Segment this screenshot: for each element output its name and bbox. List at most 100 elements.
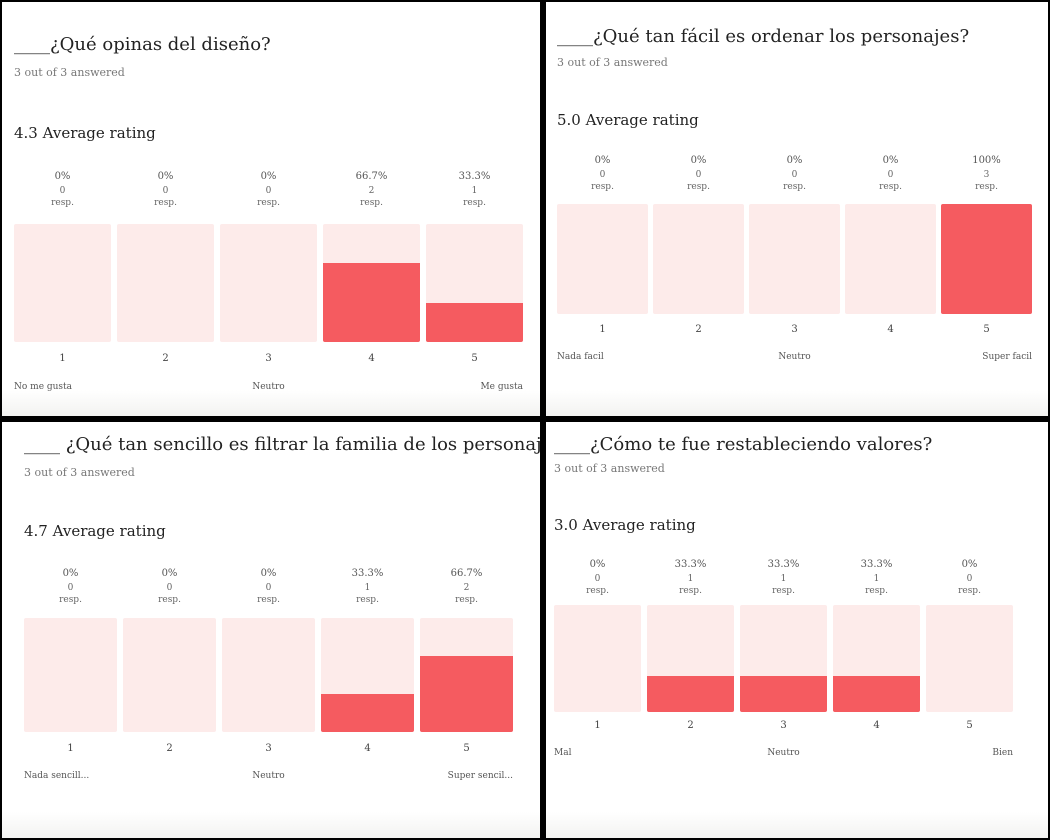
rating-panel-diseno: ____¿Qué opinas del diseño? 3 out of 3 an… [2, 2, 540, 416]
rating-panel-filtrar: ____ ¿Qué tan sencillo es filtrar la fam… [2, 422, 540, 838]
answered-count: 3 out of 3 answered [557, 56, 668, 69]
bar-resp-label: resp. [783, 182, 806, 192]
bar-percent-label: 0% [961, 559, 978, 570]
category-label: 2 [166, 743, 173, 754]
bar-resp-label: resp. [455, 595, 478, 605]
bar-track [222, 618, 315, 732]
average-rating: 3.0 Average rating [554, 516, 696, 534]
bar-resp-label: resp. [879, 182, 902, 192]
category-label: 1 [59, 353, 66, 364]
category-label: 5 [471, 353, 478, 364]
bar-count-label: 0 [265, 186, 272, 196]
bar-count-label: 1 [687, 574, 694, 584]
bar [321, 694, 414, 732]
category-label: 1 [67, 743, 74, 754]
bar-count-label: 1 [873, 574, 880, 584]
scale-high-label: Super sencil... [447, 771, 513, 781]
bar-percent-label: 0% [594, 155, 611, 166]
rating-column: 0% 0 resp. 1 [557, 155, 648, 340]
bar-percent-label: 66.7% [355, 171, 388, 182]
rating-panel-restablecer: ____¿Cómo te fue restableciendo valores?… [546, 422, 1048, 838]
category-label: 4 [364, 743, 371, 754]
category-label: 4 [873, 720, 880, 731]
scale-high-label: Me gusta [480, 382, 523, 392]
bar-percent-label: 0% [62, 568, 79, 579]
bar [647, 676, 734, 712]
bar [420, 655, 513, 732]
rating-column: 0% 0 resp. 5 [926, 559, 1013, 736]
category-label: 1 [594, 720, 601, 731]
bar-track [557, 204, 648, 314]
scale-mid-label: Neutro [767, 748, 800, 758]
bar-percent-label: 0% [882, 155, 899, 166]
bar-count-label: 0 [594, 574, 601, 584]
answered-count: 3 out of 3 answered [24, 466, 135, 479]
rating-column: 0% 0 resp. 3 [222, 568, 315, 759]
bar-percent-label: 0% [690, 155, 707, 166]
bar-count-label: 0 [599, 170, 606, 180]
bar-count-label: 1 [364, 583, 371, 593]
bar-track [220, 224, 317, 342]
bar-count-label: 0 [59, 186, 66, 196]
category-label: 2 [162, 353, 169, 364]
bar-resp-label: resp. [586, 586, 609, 596]
bar-resp-label: resp. [257, 198, 280, 208]
bar-track [749, 204, 840, 314]
bar-percent-label: 0% [260, 568, 277, 579]
category-label: 3 [265, 743, 272, 754]
bar-count-label: 0 [791, 170, 798, 180]
bar-resp-label: resp. [158, 595, 181, 605]
bar-resp-label: resp. [360, 198, 383, 208]
rating-column: 0% 0 resp. 4 [845, 155, 936, 340]
question-title: ____¿Qué tan fácil es ordenar los person… [557, 26, 970, 47]
question-title: ____ ¿Qué tan sencillo es filtrar la fam… [24, 434, 540, 455]
bar-track [554, 605, 641, 712]
bar-track [426, 224, 523, 342]
category-label: 3 [791, 324, 798, 335]
bar-track [653, 204, 744, 314]
bar-track [321, 618, 414, 732]
average-rating: 4.3 Average rating [14, 124, 156, 142]
bar-track [833, 605, 920, 712]
bar-resp-label: resp. [865, 586, 888, 596]
bar-count-label: 0 [162, 186, 169, 196]
category-label: 2 [687, 720, 694, 731]
scale-low-label: No me gusta [14, 382, 73, 392]
bar-percent-label: 0% [260, 171, 277, 182]
rating-column: 0% 0 resp. 1 [554, 559, 641, 736]
rating-column: 33.3% 1 resp. 2 [647, 559, 734, 736]
bar-resp-label: resp. [975, 182, 998, 192]
question-title: ____¿Qué opinas del diseño? [14, 34, 271, 55]
bar-percent-label: 100% [972, 155, 1001, 166]
bar-resp-label: resp. [958, 586, 981, 596]
rating-column: 0% 0 resp. 1 [24, 568, 117, 759]
bar-track [926, 605, 1013, 712]
bar-resp-label: resp. [59, 595, 82, 605]
bar-count-label: 0 [67, 583, 74, 593]
paper-texture-strip [546, 812, 1048, 838]
bar-count-label: 1 [780, 574, 787, 584]
rating-column: 0% 0 resp. 3 [220, 171, 317, 369]
bar-resp-label: resp. [687, 182, 710, 192]
scale-high-label: Super facil [982, 352, 1032, 362]
bar-percent-label: 0% [157, 171, 174, 182]
bar-percent-label: 33.3% [351, 568, 384, 579]
bar-resp-label: resp. [257, 595, 280, 605]
category-label: 2 [695, 324, 702, 335]
scale-mid-label: Neutro [252, 771, 285, 781]
rating-column: 0% 0 resp. 2 [117, 171, 214, 369]
paper-texture-strip [546, 390, 1048, 416]
bar-count-label: 3 [983, 170, 990, 180]
scale-low-label: Nada sencill... [24, 771, 90, 781]
average-rating: 5.0 Average rating [557, 111, 699, 129]
category-label: 5 [463, 743, 470, 754]
category-label: 5 [966, 720, 973, 731]
paper-texture-strip [2, 812, 540, 838]
bar-count-label: 0 [265, 583, 272, 593]
bar-count-label: 2 [463, 583, 470, 593]
bar-resp-label: resp. [463, 198, 486, 208]
bar-resp-label: resp. [591, 182, 614, 192]
bar-percent-label: 33.3% [860, 559, 893, 570]
bar-percent-label: 33.3% [458, 171, 491, 182]
scale-low-label: Nada facil [557, 352, 604, 362]
